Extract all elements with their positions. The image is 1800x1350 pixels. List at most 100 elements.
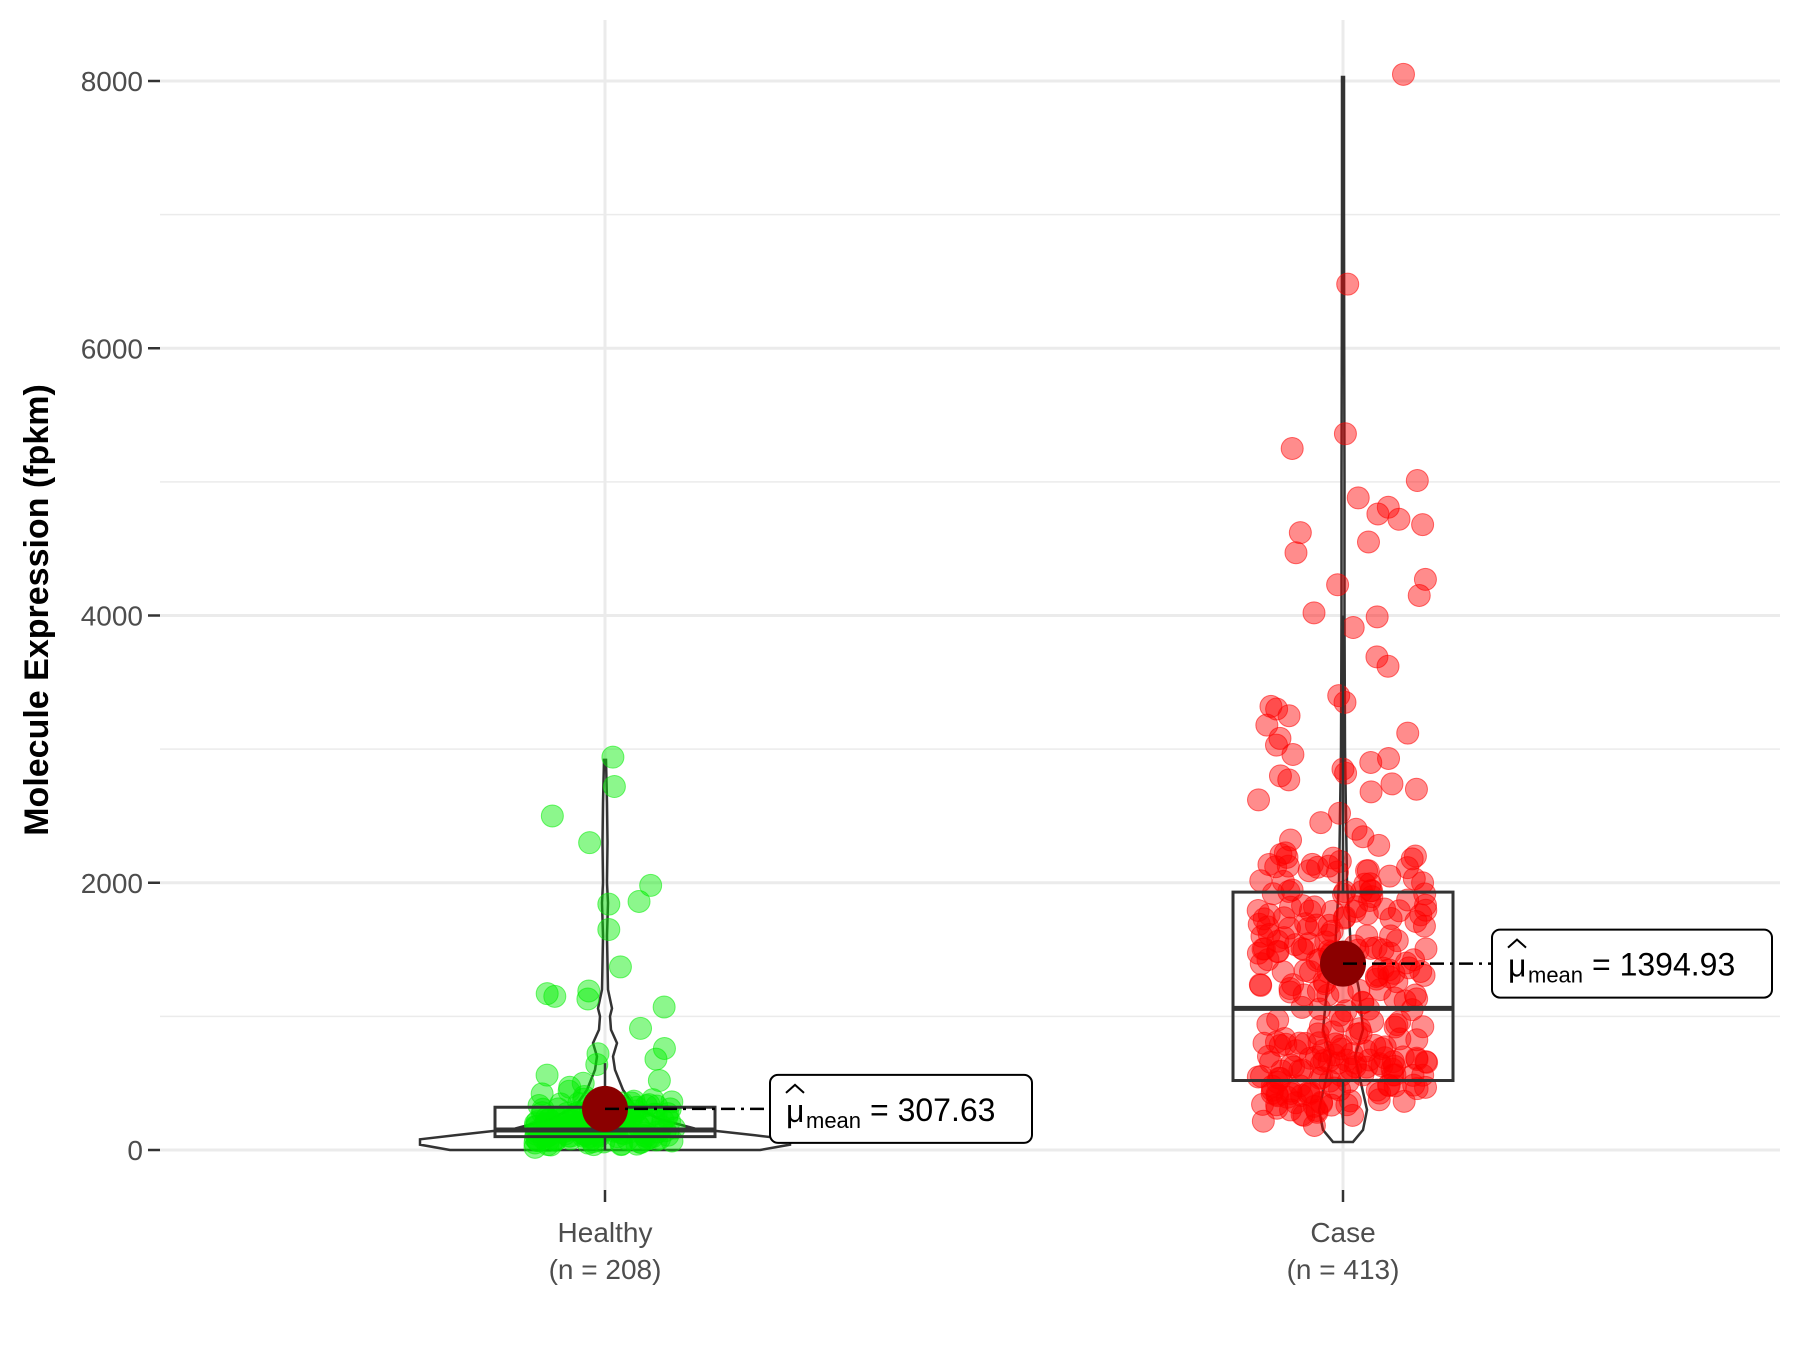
point-case [1277,704,1301,728]
x-tick-count-healthy: (n = 208) [549,1254,662,1285]
point-case [1268,1033,1292,1057]
point-healthy [571,1071,595,1095]
point-case [1304,913,1328,937]
point-case [1411,513,1435,537]
y-tick-label: 2000 [81,868,143,899]
point-healthy [526,1129,550,1153]
point-case [1412,914,1436,938]
point-case [1405,1047,1429,1071]
point-case [1336,272,1360,296]
point-case [1379,924,1403,948]
point-case [1405,469,1429,493]
x-tick-count-case: (n = 413) [1287,1254,1400,1285]
point-case [1261,882,1285,906]
point-case [1380,772,1404,796]
point-case [1288,521,1312,545]
point-healthy [652,995,676,1019]
point-case [1333,422,1357,446]
point-case [1377,1073,1401,1097]
point-case [1268,726,1292,750]
point-case [1309,1052,1333,1076]
point-healthy [577,979,601,1003]
point-case [1257,852,1281,876]
point-case [1293,959,1317,983]
point-case [1328,801,1352,825]
point-case [1388,1027,1412,1051]
point-case [1297,1082,1321,1106]
point-case [1359,780,1383,804]
point-case [1280,436,1304,460]
point-case [1400,847,1424,871]
point-case [1306,855,1330,879]
point-case [1308,1014,1332,1038]
point-case [1326,573,1350,597]
point-case [1321,1020,1345,1044]
point-case [1348,1017,1372,1041]
point-case [1356,530,1380,554]
point-case [1246,941,1270,965]
point-case [1302,1094,1326,1118]
point-case [1284,541,1308,565]
point-case [1396,888,1420,912]
point-case [1266,929,1290,953]
point-case [1281,742,1305,766]
mean-subscript: mean [806,1108,861,1133]
point-case [1396,721,1420,745]
point-case [1377,746,1401,770]
point-case [1333,905,1357,929]
point-case [1267,1066,1291,1090]
point-case [1302,601,1326,625]
point-case [1259,694,1283,718]
point-case [1391,62,1415,86]
mean-subscript: mean [1528,963,1583,988]
point-case [1309,811,1333,835]
point-healthy [597,892,621,916]
point-case [1302,1113,1326,1137]
point-case [1411,1015,1435,1039]
point-case [1251,1109,1275,1133]
mean-value-healthy: = 307.63 [870,1092,995,1128]
point-case [1368,1081,1392,1105]
point-case [1344,817,1368,841]
mean-markers: μ mean = 307.63μ mean = 1394.93 [582,928,1773,1144]
point-case [1341,616,1365,640]
point-case [1366,502,1390,526]
point-case [1287,1031,1311,1055]
point-healthy [608,955,632,979]
point-case [1364,964,1388,988]
point-case [1414,937,1438,961]
y-tick-label: 4000 [81,601,143,632]
point-healthy [644,1047,668,1071]
y-tick-label: 0 [127,1135,143,1166]
point-case [1387,507,1411,531]
x-tick-label-case: Case [1310,1217,1375,1248]
point-case [1322,1076,1346,1100]
point-healthy [576,987,600,1011]
mean-symbol: μ [1508,948,1526,984]
point-case [1379,907,1403,931]
point-case [1326,1051,1350,1075]
point-healthy [601,745,625,769]
point-case [1335,1093,1359,1117]
point-case [1279,828,1303,852]
point-case [1251,1092,1275,1116]
point-case [1409,959,1433,983]
axes: 0 2000 4000 6000 8000 Healthy (n = 208) Case (n … [81,66,1400,1285]
y-tick-label: 8000 [81,66,143,97]
point-case [1383,1015,1407,1039]
point-case [1351,825,1375,849]
point-case [1247,788,1271,812]
point-case [1376,654,1400,678]
point-healthy [585,1052,609,1076]
point-case [1346,486,1370,510]
point-case [1272,926,1296,950]
point-healthy [660,1129,684,1153]
mean-label-box [769,1073,1033,1144]
point-healthy [543,984,567,1008]
point-case [1266,1008,1290,1032]
y-axis-title: Molecule Expression (fpkm) [18,384,56,836]
point-case [1338,1089,1362,1113]
point-healthy [627,889,651,913]
